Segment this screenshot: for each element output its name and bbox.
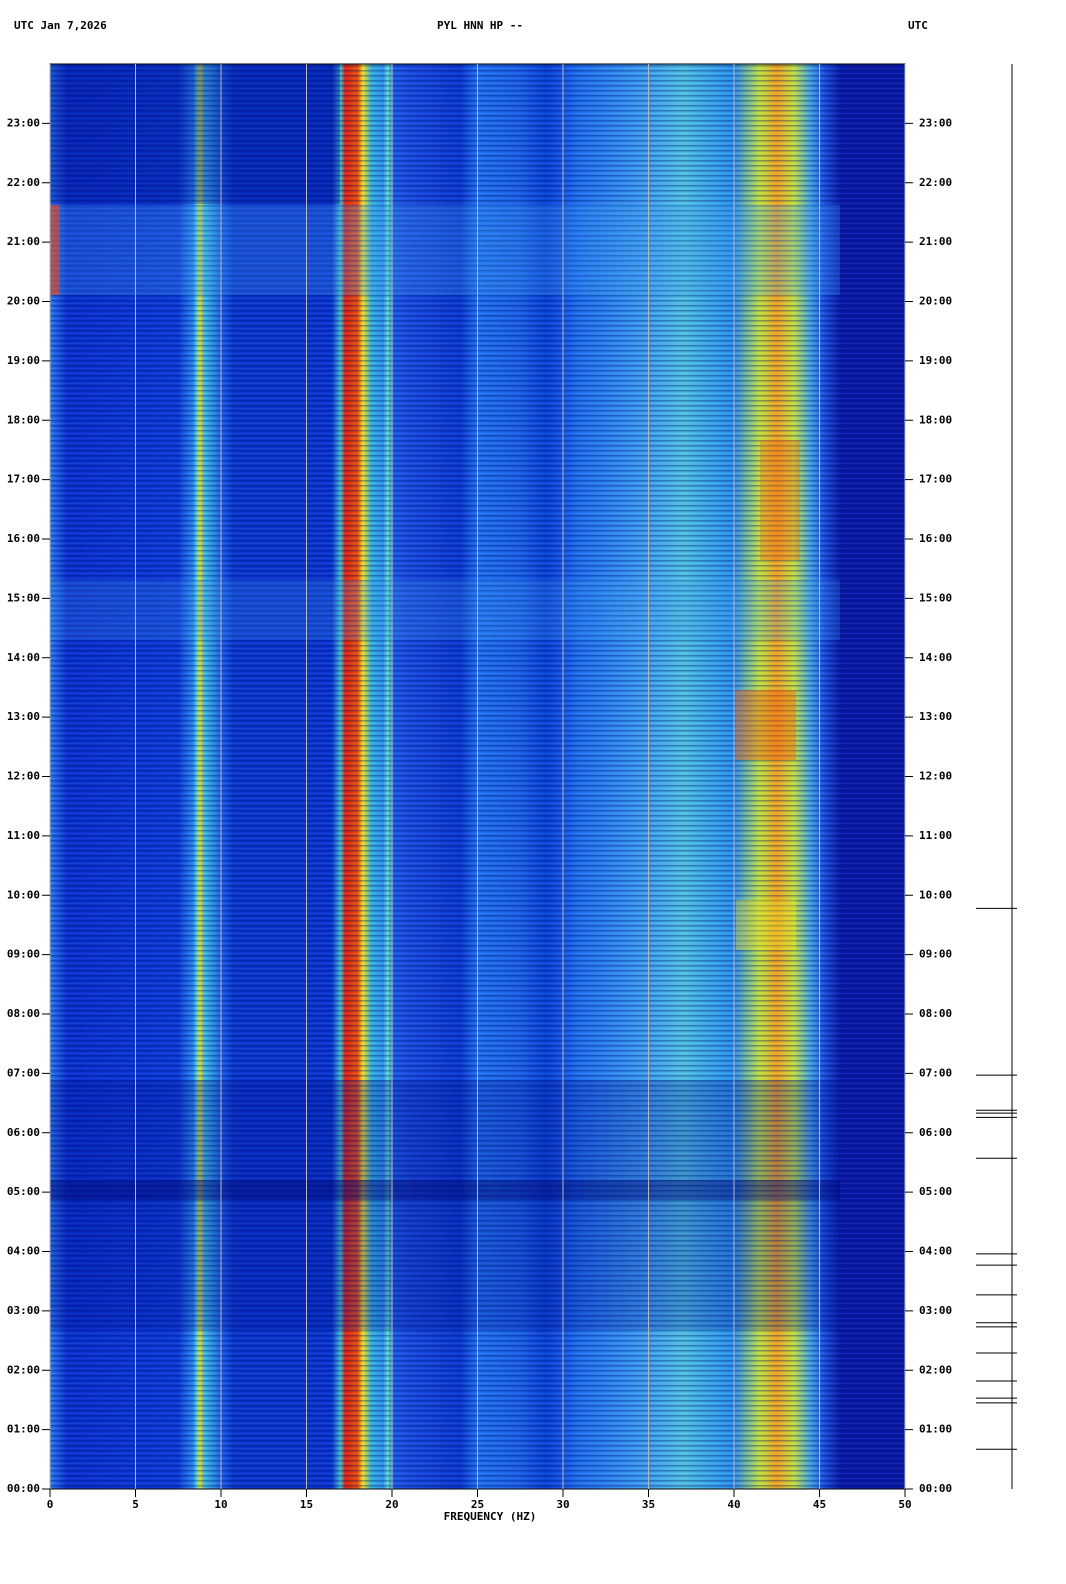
y-tick-label: 08:00 [7, 1007, 40, 1020]
x-tick-label: 40 [727, 1498, 740, 1511]
y-tick-label: 05:00 [7, 1185, 40, 1198]
y-tick-label: 09:00 [7, 948, 40, 961]
y-tick-label: 15:00 [919, 591, 952, 604]
y-tick-label: 02:00 [919, 1363, 952, 1376]
chart-title: PYL HNN HP -- [437, 19, 523, 32]
hot-patch [736, 690, 796, 760]
y-tick-label: 12:00 [7, 770, 40, 783]
title-left: UTC Jan 7,2026 [14, 19, 107, 32]
y-tick-label: 12:00 [919, 770, 952, 783]
y-tick-label: 10:00 [919, 888, 952, 901]
y-tick-label: 08:00 [919, 1007, 952, 1020]
x-tick-label: 45 [813, 1498, 826, 1511]
x-tick-label: 20 [385, 1498, 398, 1511]
y-tick-label: 15:00 [7, 591, 40, 604]
hot-patch [760, 440, 800, 560]
y-tick-label: 17:00 [7, 473, 40, 486]
y-tick-label: 03:00 [7, 1304, 40, 1317]
y-tick-label: 20:00 [7, 295, 40, 308]
y-tick-label: 07:00 [7, 1066, 40, 1079]
y-tick-label: 11:00 [7, 829, 40, 842]
x-tick-label: 35 [642, 1498, 655, 1511]
y-tick-label: 21:00 [919, 235, 952, 248]
y-tick-label: 11:00 [919, 829, 952, 842]
hot-patch [736, 900, 796, 950]
x-tick-label: 10 [214, 1498, 227, 1511]
y-tick-label: 04:00 [919, 1245, 952, 1258]
y-tick-label: 06:00 [919, 1126, 952, 1139]
y-tick-label: 23:00 [919, 116, 952, 129]
y-tick-label: 07:00 [919, 1066, 952, 1079]
title-right: UTC [908, 19, 928, 32]
y-tick-label: 04:00 [7, 1245, 40, 1258]
y-tick-label: 00:00 [919, 1482, 952, 1495]
y-tick-label: 09:00 [919, 948, 952, 961]
y-tick-label: 18:00 [919, 413, 952, 426]
y-tick-label: 19:00 [7, 354, 40, 367]
y-tick-label: 10:00 [7, 888, 40, 901]
x-tick-label: 30 [556, 1498, 569, 1511]
y-tick-label: 19:00 [919, 354, 952, 367]
x-axis-label: FREQUENCY (HZ) [444, 1510, 537, 1523]
y-tick-label: 18:00 [7, 413, 40, 426]
y-tick-label: 23:00 [7, 116, 40, 129]
y-tick-label: 13:00 [7, 710, 40, 723]
y-tick-label: 14:00 [919, 651, 952, 664]
noise-band [50, 580, 840, 640]
hot-patch [50, 205, 60, 295]
y-tick-label: 16:00 [7, 532, 40, 545]
quiet-band [50, 1080, 840, 1330]
x-tick-label: 25 [471, 1498, 484, 1511]
quiet-band [50, 64, 340, 204]
y-tick-label: 00:00 [7, 1482, 40, 1495]
y-tick-label: 05:00 [919, 1185, 952, 1198]
y-tick-label: 16:00 [919, 532, 952, 545]
y-tick-label: 02:00 [7, 1363, 40, 1376]
y-tick-label: 01:00 [919, 1423, 952, 1436]
noise-band [50, 205, 840, 295]
y-tick-label: 20:00 [919, 295, 952, 308]
y-tick-label: 22:00 [919, 176, 952, 189]
x-tick-label: 15 [300, 1498, 313, 1511]
x-tick-label: 5 [132, 1498, 139, 1511]
y-tick-label: 17:00 [919, 473, 952, 486]
y-tick-label: 06:00 [7, 1126, 40, 1139]
y-tick-label: 22:00 [7, 176, 40, 189]
y-tick-label: 01:00 [7, 1423, 40, 1436]
x-tick-label: 0 [47, 1498, 54, 1511]
y-tick-label: 03:00 [919, 1304, 952, 1317]
y-tick-label: 13:00 [919, 710, 952, 723]
y-tick-label: 21:00 [7, 235, 40, 248]
x-tick-label: 50 [898, 1498, 911, 1511]
quiet-band [50, 1180, 840, 1200]
y-tick-label: 14:00 [7, 651, 40, 664]
